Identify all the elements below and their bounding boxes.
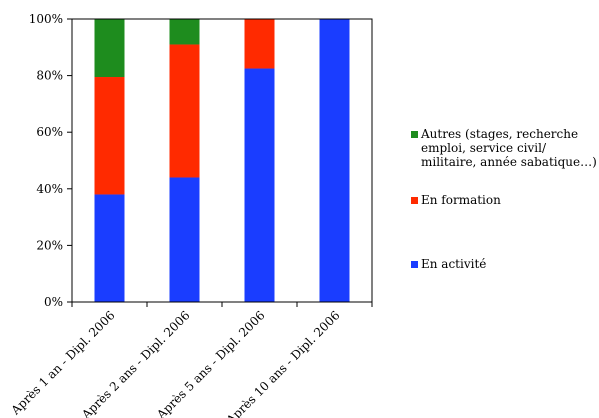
legend-item-en-formation: En formation <box>411 193 501 207</box>
legend-label-en-activite: En activité <box>421 257 487 271</box>
legend-item-en-activite: En activité <box>411 257 486 271</box>
plot-area: 0%20%40%60%80%100%Après 1 an - Dipl. 200… <box>8 12 373 418</box>
y-tick-label-4: 80% <box>36 69 63 83</box>
bar-2-series-2 <box>169 44 200 178</box>
bar-4-series-1 <box>319 19 350 302</box>
y-tick-label-1: 20% <box>36 238 63 252</box>
legend-label-autres: Autres (stages, recherche emploi, servic… <box>421 127 597 169</box>
bar-3-series-2 <box>244 19 275 69</box>
bar-1-series-2 <box>94 77 125 195</box>
y-tick-label-0: 0% <box>44 295 63 309</box>
legend-label-en-formation: En formation <box>421 193 501 207</box>
legend-swatch-autres <box>411 131 418 138</box>
legend-item-autres: Autres (stages, recherche emploi, servic… <box>411 127 597 169</box>
bar-1-series-3 <box>94 19 125 78</box>
legend: Autres (stages, recherche emploi, servic… <box>411 0 597 418</box>
bar-1-series-1 <box>94 194 125 302</box>
bar-2-series-3 <box>169 19 200 45</box>
legend-swatch-en-formation <box>411 197 418 204</box>
y-tick-label-2: 40% <box>36 182 63 196</box>
y-tick-label-5: 100% <box>29 12 63 26</box>
y-tick-label-3: 60% <box>36 125 63 139</box>
bar-3-series-1 <box>244 68 275 303</box>
legend-swatch-en-activite <box>411 261 418 268</box>
bar-2-series-1 <box>169 177 200 302</box>
